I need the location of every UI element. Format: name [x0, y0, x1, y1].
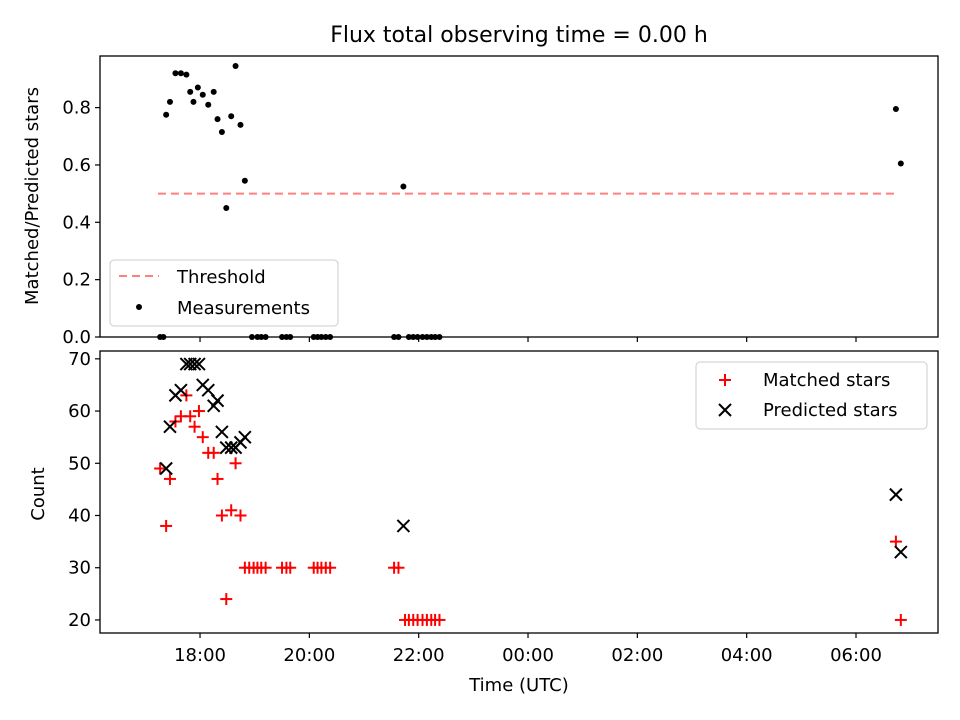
matched-star-point: [259, 561, 272, 574]
matched-star-point: [433, 613, 446, 626]
top-y-tick-label: 0.0: [62, 327, 91, 348]
predicted-star-point: [192, 357, 206, 371]
measurement-point: [223, 204, 230, 211]
bottom-y-tick-label: 30: [68, 558, 91, 579]
predicted-star-point: [174, 383, 188, 397]
bottom-x-ticks: 18:00 20:00 22:00 00:00 02:00 04:00 06:00: [174, 633, 882, 666]
measurement-point: [172, 70, 179, 77]
matched-star-point: [225, 504, 238, 517]
x-tick-label: 00:00: [502, 645, 554, 666]
bottom-y-ticks: 20 30 40 50 60 70: [68, 349, 100, 631]
bottom-y-axis-label: Count: [28, 467, 49, 520]
top-y-tick-label: 0.4: [62, 212, 91, 233]
predicted-star-point: [215, 425, 229, 439]
matched-star-point: [163, 472, 176, 485]
measurement-point: [228, 113, 235, 120]
measurement-point: [205, 101, 212, 108]
bottom-panel: 20 30 40 50 60 70 18:00 20:00 22:00 00:00 02:00 04…: [28, 349, 939, 696]
predicted-star-point: [889, 487, 903, 502]
bottom-y-tick-label: 60: [68, 401, 91, 422]
bottom-y-tick-label: 40: [68, 506, 91, 527]
legend-predicted-marker: [718, 403, 732, 417]
predicted-star-point: [224, 440, 238, 455]
top-y-ticks: 0.0 0.2 0.4 0.6 0.8: [62, 98, 100, 348]
measurement-point: [177, 70, 184, 77]
bottom-legend: Matched stars Predicted stars: [695, 361, 928, 430]
legend-matched-label: Matched stars: [763, 370, 890, 391]
matched-star-point: [192, 405, 205, 418]
matched-star-point: [188, 420, 201, 433]
measurement-point: [166, 98, 173, 105]
bottom-y-tick-label: 70: [68, 349, 91, 370]
measurement-point: [214, 116, 221, 123]
legend-matched-marker: [719, 374, 731, 386]
matched-star-point: [154, 462, 167, 475]
legend-threshold-label: Threshold: [176, 267, 266, 288]
x-tick-label: 04:00: [721, 645, 773, 666]
matched-star-point: [894, 613, 907, 626]
top-axes-frame: [99, 55, 939, 338]
measurement-point: [400, 183, 407, 190]
matched-star-point: [196, 431, 209, 444]
bottom-axes-frame: [99, 350, 939, 634]
top-legend: Threshold Measurements: [109, 259, 339, 327]
measurement-point: [241, 177, 248, 184]
matched-star-point: [889, 535, 902, 548]
x-tick-label: 20:00: [283, 645, 335, 666]
measurement-point: [190, 98, 197, 105]
measurement-point: [187, 88, 194, 95]
top-legend-box: [109, 259, 339, 327]
x-tick-label: 02:00: [611, 645, 663, 666]
top-x-ticks: [199, 337, 857, 342]
matched-star-point: [392, 561, 405, 574]
x-tick-label: 06:00: [830, 645, 882, 666]
matched-star-point: [324, 561, 337, 574]
measurement-point: [892, 106, 899, 113]
top-y-tick-label: 0.6: [62, 155, 91, 176]
top-y-tick-label: 0.8: [62, 98, 91, 119]
measurement-point: [210, 88, 217, 95]
chart-title: Flux total observing time = 0.00 h: [330, 23, 708, 48]
measurement-point: [897, 160, 904, 167]
x-tick-label: 22:00: [393, 645, 445, 666]
bottom-y-tick-label: 20: [68, 610, 91, 631]
measurement-point: [237, 121, 244, 128]
matched-star-point: [215, 509, 228, 522]
legend-measurements-label: Measurements: [177, 298, 310, 319]
bottom-legend-box: [695, 361, 928, 430]
predicted-star-point: [894, 545, 908, 559]
top-y-axis-label: Matched/Predicted stars: [22, 87, 43, 305]
measurement-point: [183, 71, 190, 78]
matched-star-point: [160, 519, 173, 532]
matched-star-point: [229, 457, 242, 470]
predicted-star-point: [238, 430, 252, 444]
matched-star-point: [234, 509, 247, 522]
x-tick-label: 18:00: [174, 645, 226, 666]
predicted-star-point: [163, 420, 177, 434]
measurement-point: [199, 91, 206, 98]
matched-star-point: [184, 410, 197, 423]
measurement-point: [163, 111, 170, 118]
bottom-y-tick-label: 50: [68, 453, 91, 474]
legend-measurements-marker: [136, 304, 142, 310]
legend-predicted-label: Predicted stars: [763, 400, 897, 421]
measurement-point: [218, 128, 225, 135]
bottom-plot-area: [154, 357, 908, 626]
predicted-star-point: [396, 519, 411, 533]
matched-star-point: [220, 593, 233, 606]
x-axis-label: Time (UTC): [468, 675, 569, 696]
matched-star-point: [211, 472, 224, 485]
top-panel: 0.00.20.40.60.8 Matched/Predicted stars …: [22, 55, 939, 348]
predicted-star-point: [187, 357, 202, 371]
top-y-tick-label: 0.2: [62, 270, 91, 291]
predicted-star-point: [210, 393, 225, 408]
measurement-point: [232, 63, 239, 70]
measurement-point: [194, 84, 201, 91]
matched-star-point: [284, 561, 297, 574]
matched-star-point: [207, 446, 220, 459]
predicted-star-point: [159, 461, 173, 476]
